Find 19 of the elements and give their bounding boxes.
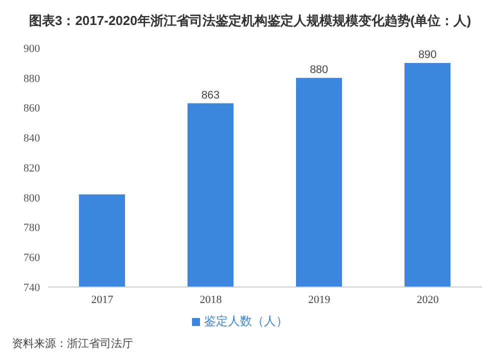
y-tick-label: 740 bbox=[24, 282, 40, 294]
chart-title: 图表3：2017-2020年浙江省司法鉴定机构鉴定人规模规模变化趋势(单位：人) bbox=[28, 12, 472, 30]
y-tick-label: 780 bbox=[24, 222, 40, 234]
y-tick-label: 840 bbox=[24, 132, 40, 145]
text: 资料来源：浙江省司法厅 bbox=[12, 337, 134, 351]
data-label: 890 bbox=[418, 48, 437, 61]
y-tick-label: 760 bbox=[24, 252, 40, 264]
y-tick-label: 820 bbox=[24, 162, 40, 174]
y-tick-label: 900 bbox=[24, 42, 40, 55]
x-tick-label: 2017 bbox=[91, 294, 114, 306]
y-tick-label: 880 bbox=[24, 72, 40, 85]
legend-label: 鉴定人数（人） bbox=[204, 314, 288, 328]
x-tick-label: 2018 bbox=[200, 294, 222, 306]
x-tick-label: 2019 bbox=[308, 294, 331, 306]
y-tick-label: 860 bbox=[24, 102, 40, 115]
data-label: 863 bbox=[201, 89, 220, 102]
y-tick-label: 800 bbox=[24, 192, 40, 204]
x-tick-label: 2020 bbox=[416, 294, 440, 306]
data-label: 880 bbox=[310, 64, 328, 76]
